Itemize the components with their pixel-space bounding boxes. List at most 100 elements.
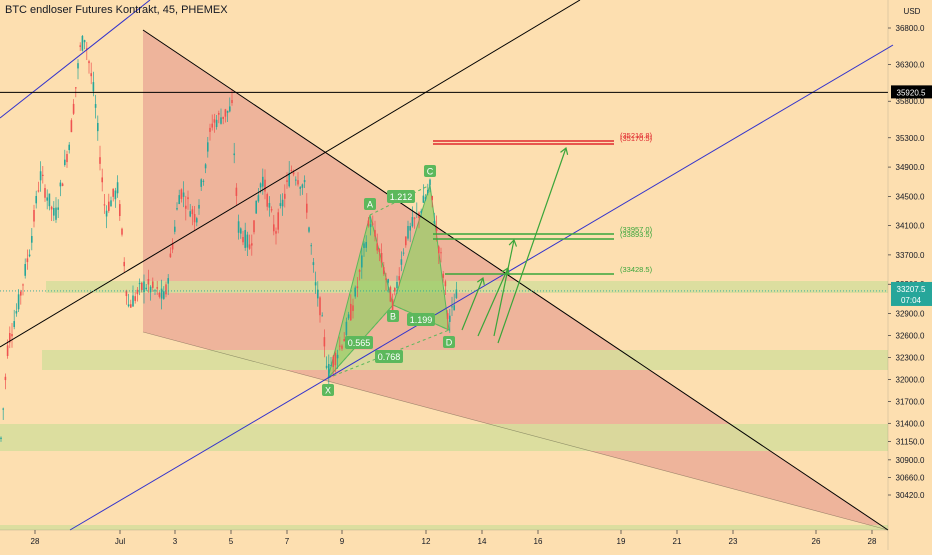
candle-body [171, 243, 174, 250]
projection-arrow [461, 276, 485, 331]
candle-body [229, 106, 231, 112]
candle-body [411, 217, 414, 227]
candle-body [204, 164, 207, 169]
candle-body [431, 196, 433, 201]
candle-body [248, 244, 251, 249]
candle-body [154, 290, 156, 292]
y-tick-label: 30660.0 [896, 473, 925, 482]
zone-middle [42, 350, 888, 370]
candle-body [224, 109, 227, 117]
svg-text:A: A [367, 200, 373, 210]
candle-body [165, 284, 167, 295]
last-price-badge: 33207.5 07:04 [891, 281, 932, 306]
candle-body [48, 193, 51, 207]
candle-body [59, 182, 62, 187]
candle-body [259, 183, 262, 188]
candle-body [220, 117, 222, 124]
candle-body [0, 437, 2, 439]
candle-body [369, 224, 372, 228]
candle-body [33, 209, 35, 222]
candle-body [354, 287, 356, 297]
candle-body [422, 195, 425, 203]
candle-body [391, 299, 394, 314]
pattern-ratio-label: 1.212 [387, 190, 415, 203]
harmonic-ratio-line [369, 184, 431, 216]
candle-body [187, 197, 189, 200]
svg-text:1.212: 1.212 [390, 192, 413, 202]
x-tick-label: 23 [729, 537, 738, 546]
candle-body [268, 202, 271, 208]
candle-body [24, 263, 26, 276]
x-tick-label: 28 [868, 537, 877, 546]
pattern-ratio-label: 1.199 [407, 313, 435, 326]
svg-text:X: X [325, 386, 331, 396]
candle-body [213, 119, 216, 123]
candle-body [39, 171, 42, 181]
horizontal-line-price-badge: 35920.5 [891, 85, 932, 99]
candle-body [365, 242, 367, 248]
channel-line-lower [69, 44, 894, 531]
candle-body [325, 365, 328, 368]
candle-body [145, 287, 147, 290]
candle-body [68, 144, 70, 151]
candle-body [383, 267, 385, 274]
candle-body [405, 236, 407, 246]
candle-body [347, 314, 350, 319]
candle-body [277, 212, 279, 230]
y-tick-label: 31400.0 [896, 419, 925, 428]
candle-body [200, 179, 202, 187]
candle-body [149, 286, 152, 293]
y-tick-label: 35300.0 [896, 134, 925, 143]
candle-body [306, 203, 308, 213]
candle-body [185, 205, 187, 209]
candle-body [429, 179, 431, 185]
x-tick-label: 21 [673, 537, 682, 546]
candle-body [35, 196, 37, 204]
candle-body [400, 259, 403, 265]
x-tick-label: 3 [173, 537, 178, 546]
y-tick-label: 36300.0 [896, 61, 925, 70]
candle-body [444, 281, 447, 287]
candle-body [13, 321, 15, 327]
candle-body [446, 313, 449, 320]
candle-body [339, 345, 341, 347]
pattern-point-d: D [443, 336, 455, 348]
candle-body [427, 189, 429, 194]
candle-body [328, 363, 330, 378]
candle-body [297, 180, 299, 185]
candle-body [244, 230, 246, 248]
candle-body [119, 204, 121, 217]
candle-body [455, 289, 458, 299]
candle-body [20, 291, 22, 296]
x-tick-label: Jul [115, 537, 125, 546]
x-tick-label: 28 [31, 537, 40, 546]
candle-body [83, 40, 86, 43]
candle-body [341, 345, 343, 349]
candle-body [70, 120, 73, 133]
candle-body [281, 199, 284, 207]
candle-body [136, 289, 139, 295]
chart-title: BTC endloser Futures Kontrakt, 45, PHEME… [5, 4, 228, 16]
candle-body [176, 208, 178, 210]
x-tick-label: 14 [478, 537, 487, 546]
candle-body [64, 159, 66, 166]
projection-arrow [493, 238, 518, 337]
candle-body [350, 303, 352, 321]
candle-body [343, 339, 345, 342]
y-tick-label: 30420.0 [896, 491, 925, 500]
ascending-trendline [0, 0, 581, 348]
candle-body [367, 220, 370, 226]
candle-body [387, 279, 389, 283]
candle-body [15, 311, 18, 314]
x-tick-label: 9 [340, 537, 345, 546]
candle-body [266, 194, 268, 207]
candle-body [105, 210, 108, 217]
candle-body [180, 189, 183, 199]
candle-body [303, 180, 306, 183]
candle-body [31, 236, 33, 243]
candle-body [420, 210, 422, 214]
candle-body [178, 195, 180, 205]
candle-body [321, 315, 323, 317]
